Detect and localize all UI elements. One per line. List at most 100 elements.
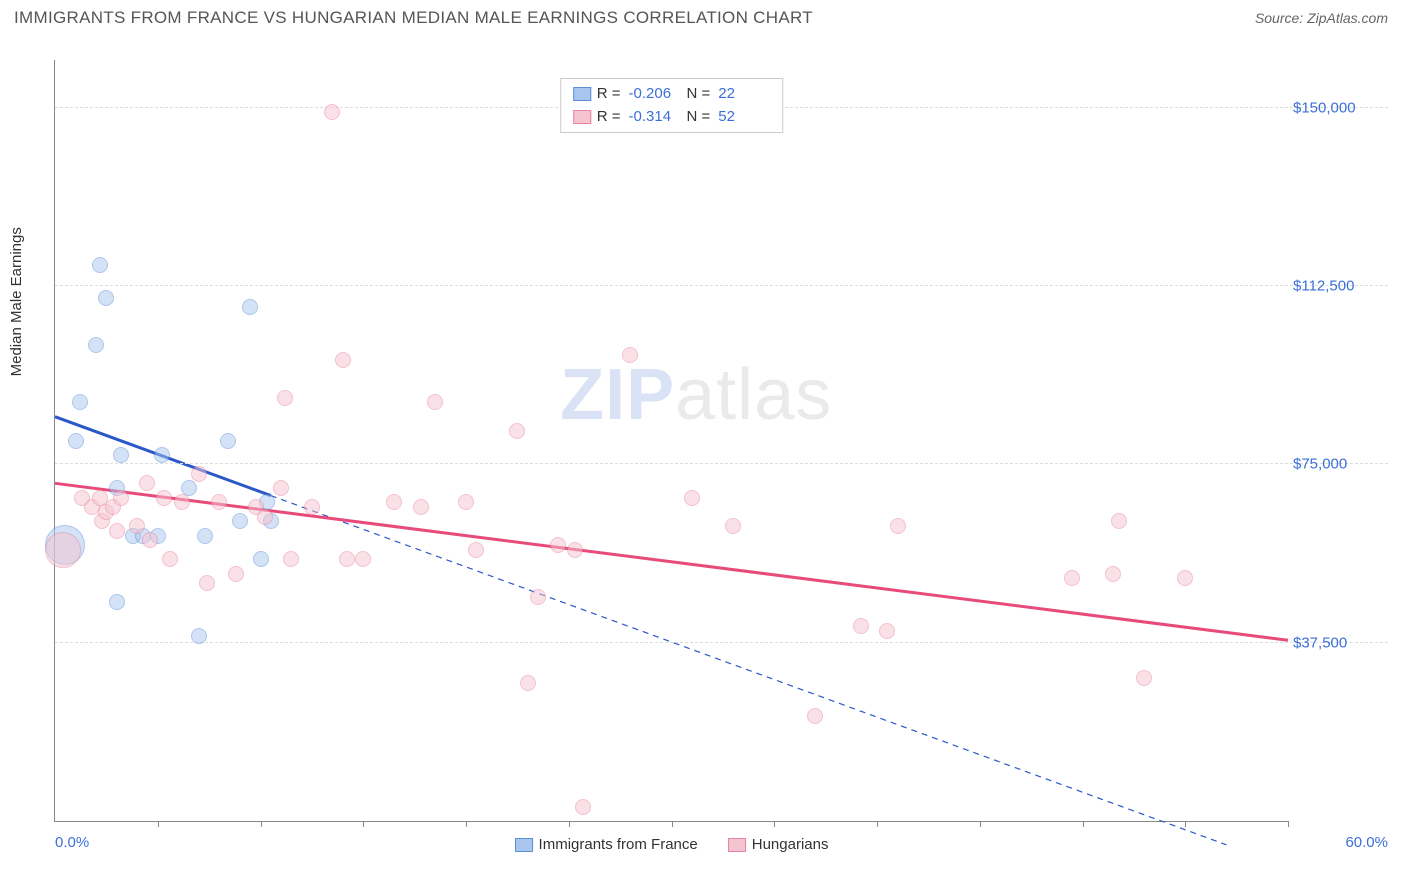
data-point-hungary xyxy=(283,551,299,567)
data-point-france xyxy=(253,551,269,567)
data-point-hungary xyxy=(162,551,178,567)
data-point-hungary xyxy=(1136,670,1152,686)
legend-r-value-hungary: -0.314 xyxy=(629,106,681,129)
data-point-hungary xyxy=(304,499,320,515)
data-point-hungary xyxy=(468,542,484,558)
data-point-hungary xyxy=(427,394,443,410)
data-point-hungary xyxy=(807,708,823,724)
x-tick xyxy=(158,821,159,827)
data-point-hungary xyxy=(199,575,215,591)
legend-r-label: R = xyxy=(597,106,621,129)
data-point-hungary xyxy=(273,480,289,496)
data-point-hungary xyxy=(335,352,351,368)
data-point-hungary xyxy=(567,542,583,558)
legend-label-hungary: Hungarians xyxy=(752,836,829,853)
trend-lines xyxy=(55,60,1288,821)
legend-n-label: N = xyxy=(687,83,711,106)
x-tick xyxy=(1185,821,1186,827)
data-point-hungary xyxy=(211,494,227,510)
data-point-hungary xyxy=(575,799,591,815)
data-point-hungary xyxy=(725,518,741,534)
legend-item-hungary: Hungarians xyxy=(728,836,829,853)
data-point-hungary xyxy=(324,104,340,120)
chart-title: IMMIGRANTS FROM FRANCE VS HUNGARIAN MEDI… xyxy=(14,8,813,28)
data-point-hungary xyxy=(139,475,155,491)
gridline xyxy=(55,463,1388,464)
legend-swatch-france xyxy=(515,838,533,852)
data-point-hungary xyxy=(509,423,525,439)
data-point-hungary xyxy=(890,518,906,534)
data-point-france xyxy=(98,290,114,306)
chart-header: IMMIGRANTS FROM FRANCE VS HUNGARIAN MEDI… xyxy=(0,0,1406,32)
legend-swatch-hungary xyxy=(573,110,591,124)
x-tick xyxy=(877,821,878,827)
data-point-hungary xyxy=(458,494,474,510)
data-point-france xyxy=(154,447,170,463)
data-point-france xyxy=(191,628,207,644)
y-tick-label: $75,000 xyxy=(1293,456,1383,473)
legend-n-label: N = xyxy=(687,106,711,129)
data-point-hungary xyxy=(142,532,158,548)
data-point-hungary xyxy=(1064,570,1080,586)
data-point-hungary xyxy=(174,494,190,510)
data-point-france xyxy=(88,337,104,353)
legend-swatch-hungary xyxy=(728,838,746,852)
data-point-france xyxy=(232,513,248,529)
x-tick xyxy=(672,821,673,827)
y-tick-label: $37,500 xyxy=(1293,634,1383,651)
data-point-france xyxy=(72,394,88,410)
watermark-part2: atlas xyxy=(675,355,832,435)
chart-area: Median Male Earnings ZIPatlas R = -0.206… xyxy=(14,40,1388,862)
x-tick xyxy=(980,821,981,827)
data-point-hungary xyxy=(228,566,244,582)
gridline xyxy=(55,642,1388,643)
legend-r-value-france: -0.206 xyxy=(629,83,681,106)
plot-region: ZIPatlas R = -0.206 N = 22 R = -0.314 N … xyxy=(54,60,1288,822)
data-point-hungary xyxy=(853,618,869,634)
x-tick xyxy=(1083,821,1084,827)
data-point-hungary xyxy=(879,623,895,639)
legend-n-value-hungary: 52 xyxy=(718,106,770,129)
data-point-hungary xyxy=(684,490,700,506)
data-point-hungary xyxy=(129,518,145,534)
correlation-legend: R = -0.206 N = 22 R = -0.314 N = 52 xyxy=(560,78,784,133)
legend-n-value-france: 22 xyxy=(718,83,770,106)
gridline xyxy=(55,285,1388,286)
data-point-hungary xyxy=(113,490,129,506)
data-point-france xyxy=(92,257,108,273)
legend-swatch-france xyxy=(573,87,591,101)
legend-label-france: Immigrants from France xyxy=(539,836,698,853)
data-point-hungary xyxy=(45,532,81,568)
data-point-france xyxy=(109,594,125,610)
data-point-hungary xyxy=(257,509,273,525)
data-point-hungary xyxy=(191,466,207,482)
data-point-france xyxy=(197,528,213,544)
data-point-hungary xyxy=(622,347,638,363)
data-point-hungary xyxy=(520,675,536,691)
data-point-hungary xyxy=(550,537,566,553)
data-point-hungary xyxy=(339,551,355,567)
legend-item-france: Immigrants from France xyxy=(515,836,698,853)
x-tick xyxy=(363,821,364,827)
y-tick-label: $112,500 xyxy=(1293,277,1383,294)
x-tick xyxy=(1288,821,1289,827)
legend-row-hungary: R = -0.314 N = 52 xyxy=(573,106,771,129)
data-point-hungary xyxy=(413,499,429,515)
data-point-hungary xyxy=(1177,570,1193,586)
x-tick xyxy=(774,821,775,827)
data-point-hungary xyxy=(277,390,293,406)
data-point-hungary xyxy=(156,490,172,506)
data-point-france xyxy=(68,433,84,449)
legend-r-label: R = xyxy=(597,83,621,106)
data-point-hungary xyxy=(1105,566,1121,582)
data-point-hungary xyxy=(109,523,125,539)
watermark-part1: ZIP xyxy=(560,355,675,435)
x-tick xyxy=(569,821,570,827)
x-tick xyxy=(261,821,262,827)
y-axis-label: Median Male Earnings xyxy=(8,227,25,376)
x-axis-min-label: 0.0% xyxy=(55,834,89,851)
data-point-hungary xyxy=(355,551,371,567)
data-point-france xyxy=(113,447,129,463)
data-point-hungary xyxy=(530,589,546,605)
legend-row-france: R = -0.206 N = 22 xyxy=(573,83,771,106)
